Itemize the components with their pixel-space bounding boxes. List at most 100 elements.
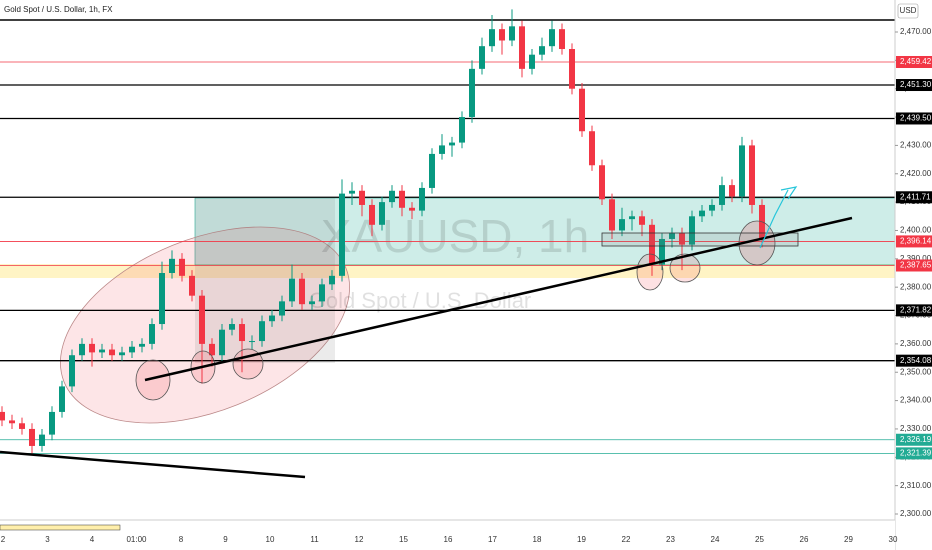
- price-label: 2,371.82: [900, 305, 932, 314]
- candle-body: [599, 165, 605, 200]
- price-label-box: [896, 433, 932, 446]
- candle-body: [459, 117, 465, 143]
- candle-body: [549, 29, 555, 47]
- circle: [135, 359, 171, 401]
- x-tick-label: 25: [755, 535, 764, 544]
- candle-body: [429, 153, 435, 188]
- candle-body: [19, 423, 25, 429]
- candle-body: [439, 145, 445, 154]
- x-tick-label: 23: [666, 535, 675, 544]
- candle-body: [589, 131, 595, 166]
- candle-body: [69, 355, 75, 387]
- price-label-box: [896, 304, 932, 317]
- price-label-box: [896, 354, 932, 367]
- x-tick-label: 15: [399, 535, 408, 544]
- candle-body: [89, 343, 95, 353]
- y-tick-label: 2,350.00: [900, 367, 932, 376]
- x-tick-label: 29: [844, 535, 853, 544]
- candle-body: [679, 233, 685, 245]
- trend-line: [0, 450, 306, 479]
- candle-body: [329, 275, 335, 285]
- candle-body: [739, 145, 745, 197]
- y-tick-label: 2,340.00: [900, 396, 932, 405]
- circle: [669, 253, 701, 283]
- candle-body: [619, 219, 625, 231]
- candle-body: [699, 210, 705, 217]
- candle-body: [489, 29, 495, 47]
- candle-body: [79, 343, 85, 356]
- candle-body: [59, 386, 65, 412]
- currency-box: [897, 3, 919, 19]
- candle-body: [49, 411, 55, 435]
- currency: USD: [900, 6, 917, 15]
- candle-body: [229, 324, 235, 330]
- candle-body: [729, 185, 735, 197]
- price-label-box: [896, 79, 932, 92]
- price-label: 2,321.39: [900, 448, 932, 457]
- candle-body: [449, 142, 455, 146]
- x-tick-label: 01:00: [126, 535, 147, 544]
- price-label: 2,451.30: [900, 80, 932, 89]
- price-label-box: [896, 235, 932, 248]
- candle-body: [379, 202, 385, 225]
- candle-body: [509, 26, 515, 41]
- y-tick-label: 2,400.00: [900, 226, 932, 235]
- x-tick-label: 18: [533, 535, 542, 544]
- candle-body: [219, 329, 225, 356]
- price-label-box: [896, 447, 932, 460]
- x-tick-label: 8: [179, 535, 184, 544]
- candle-body: [119, 352, 125, 356]
- candles: [0, 9, 765, 455]
- candle-body: [239, 324, 245, 342]
- candle-body: [749, 145, 755, 205]
- x-tick-label: 11: [310, 535, 319, 544]
- candle-body: [0, 411, 5, 421]
- candle-body: [419, 187, 425, 211]
- candle-body: [129, 346, 135, 353]
- price-label: 2,326.19: [900, 435, 932, 444]
- x-tick-label: 24: [711, 535, 720, 544]
- y-tick-label: 2,330.00: [900, 424, 932, 433]
- x-tick-label: 12: [355, 535, 364, 544]
- candle-body: [269, 315, 275, 322]
- candle-body: [9, 420, 15, 424]
- candle-body: [309, 301, 315, 305]
- candle-body: [179, 258, 185, 276]
- price-label: 2,387.65: [900, 261, 932, 270]
- candle-body: [609, 199, 615, 231]
- time-axis: [0, 520, 895, 550]
- x-tick-label: 26: [800, 535, 809, 544]
- candle-body: [339, 193, 345, 276]
- price-label: 2,411.71: [900, 192, 931, 201]
- candle-body: [579, 88, 585, 132]
- candle-body: [689, 216, 695, 245]
- candle-body: [29, 428, 35, 446]
- y-tick-label: 2,380.00: [900, 282, 932, 291]
- candle-body: [319, 284, 325, 302]
- x-tick-label: 16: [444, 535, 453, 544]
- candle-body: [249, 341, 255, 343]
- circle: [636, 253, 664, 291]
- trend-line: [144, 216, 853, 382]
- candle-body: [259, 321, 265, 342]
- watermark: XAUUSD, 1h: [321, 210, 589, 262]
- price-label: 2,439.50: [900, 114, 932, 123]
- candle-body: [299, 278, 305, 305]
- candle-body: [529, 54, 535, 69]
- y-tick-label: 2,470.00: [900, 27, 932, 36]
- candle-body: [199, 295, 205, 344]
- range-marker: [0, 524, 121, 531]
- candle-body: [719, 185, 725, 205]
- candle-body: [289, 278, 295, 302]
- candle-body: [169, 258, 175, 273]
- y-tick-label: 2,360.00: [900, 339, 932, 348]
- candle-body: [159, 273, 165, 325]
- x-tick-label: 2: [1, 535, 6, 544]
- candle-body: [649, 224, 655, 265]
- candle-body: [149, 324, 155, 344]
- x-tick-label: 22: [622, 535, 631, 544]
- candle-body: [399, 190, 405, 208]
- price-label-box: [896, 191, 932, 204]
- candle-body: [109, 349, 115, 356]
